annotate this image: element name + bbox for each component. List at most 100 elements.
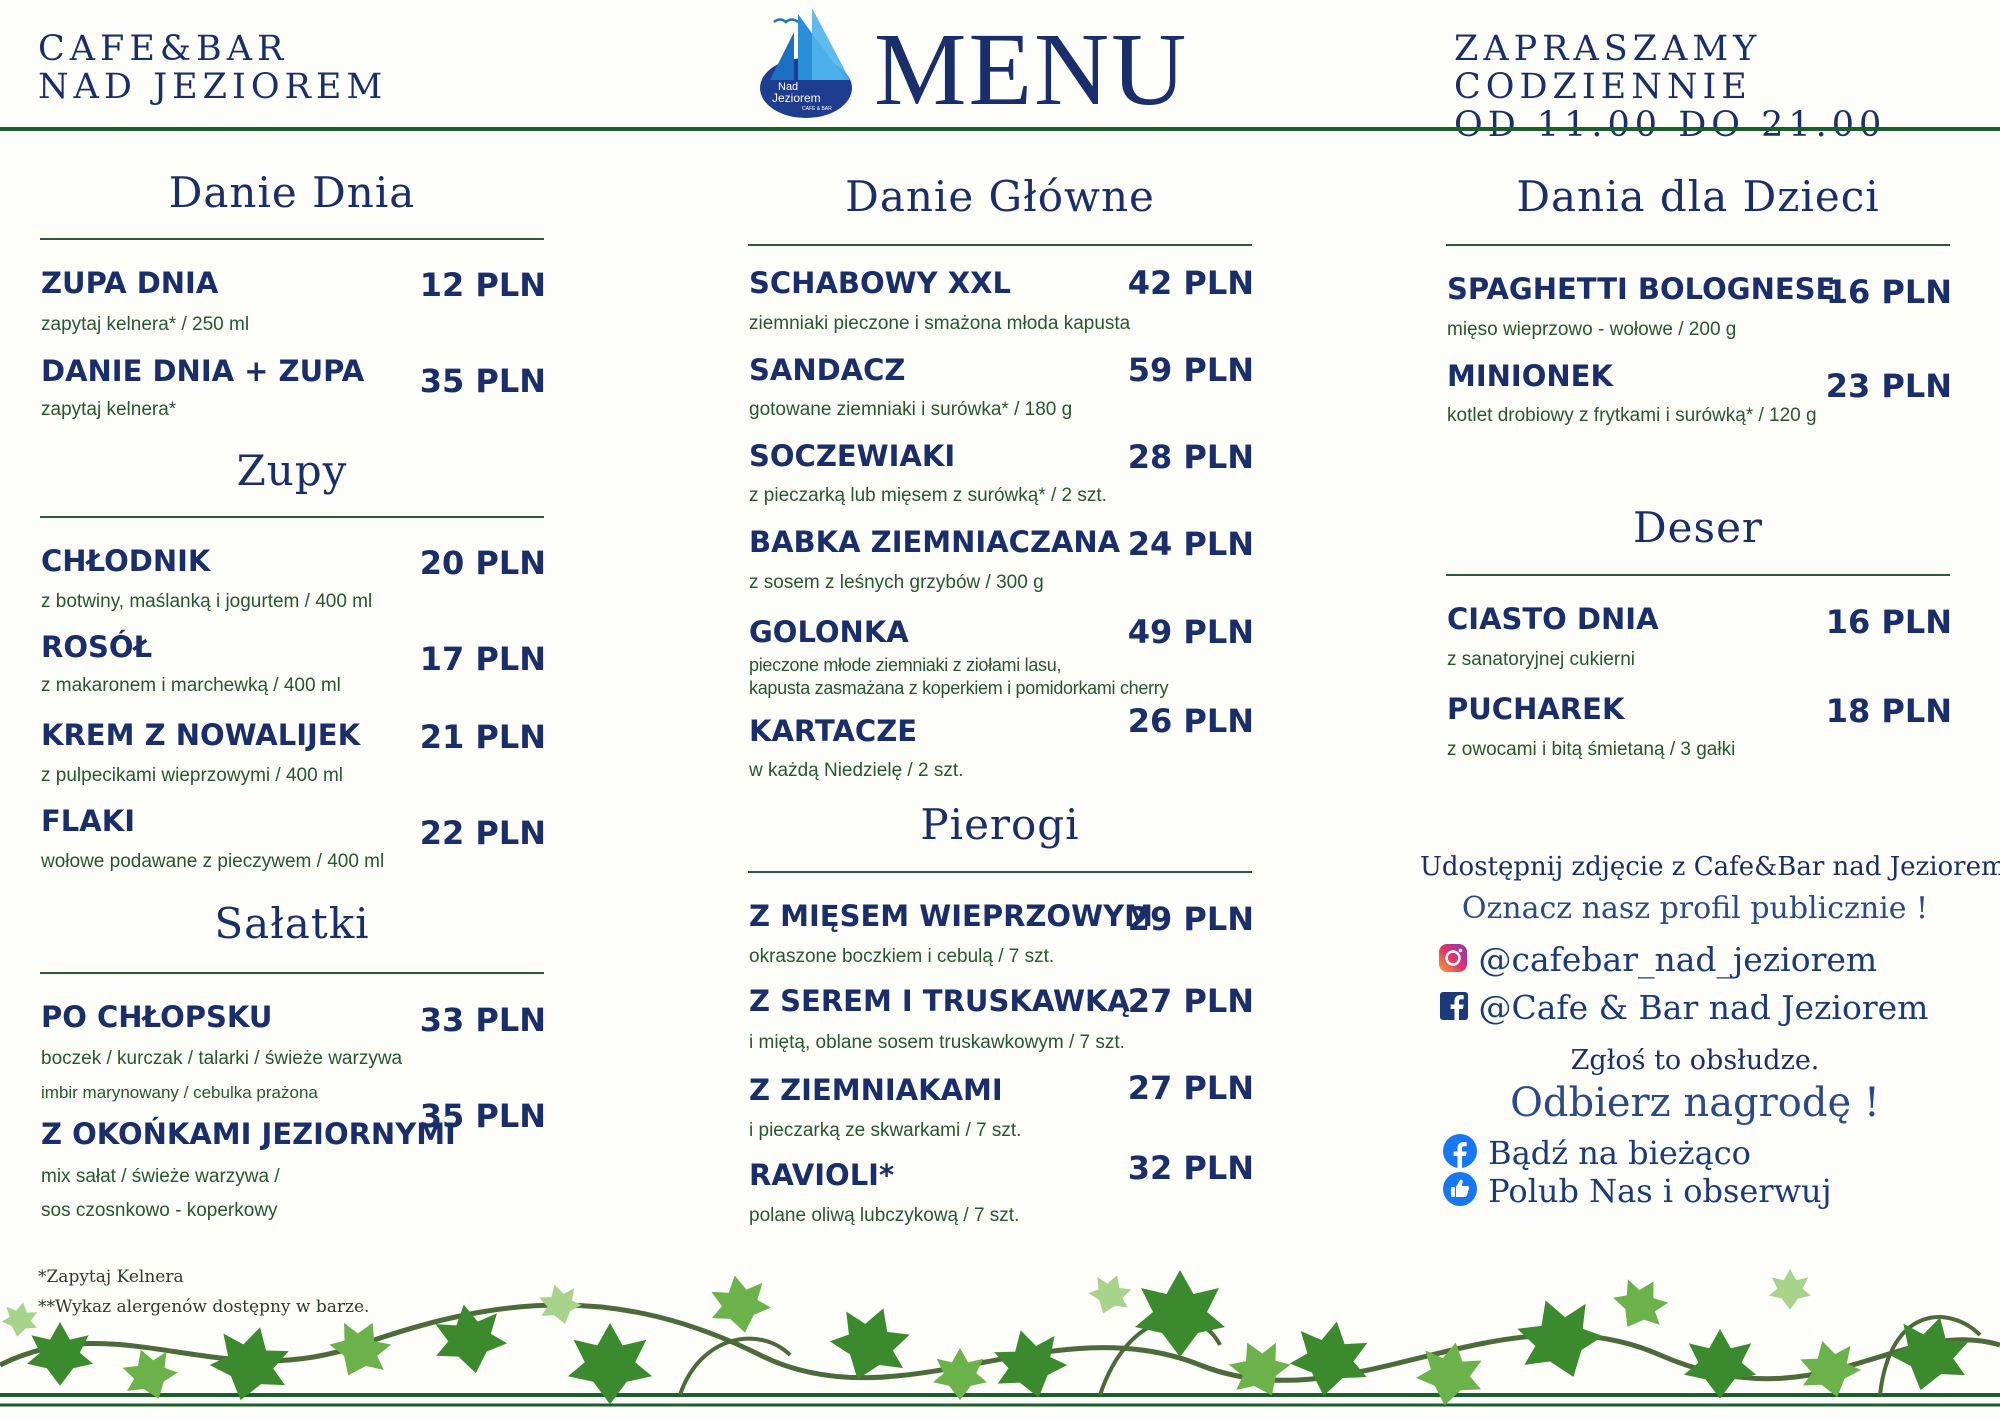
menu-item-price: 35 PLN (419, 362, 546, 400)
menu-item-price: 26 PLN (1127, 702, 1254, 740)
logo-text-2: Jeziorem (772, 91, 821, 105)
menu-item-name: RAVIOLI* (749, 1158, 895, 1192)
facebook-icon (1442, 1133, 1478, 1177)
menu-item-price: 49 PLN (1127, 613, 1254, 651)
menu-item-desc: mięso wieprzowo - wołowe / 200 g (1447, 319, 1737, 340)
menu-item-name: Z SEREM I TRUSKAWKĄ (749, 984, 1130, 1018)
menu-item-desc: i miętą, oblane sosem truskawkowym / 7 s… (749, 1032, 1125, 1053)
promo-report-text: Zgłoś to obsłudze. (1570, 1045, 1820, 1076)
header-divider (0, 127, 2000, 131)
facebook-handle-text: @Cafe & Bar nad Jeziorem (1478, 988, 1929, 1027)
instagram-icon (1438, 942, 1468, 981)
menu-item-name: SCHABOWY XXL (749, 266, 1011, 300)
logo-text-1: Nad (778, 81, 798, 93)
menu-item-desc: wołowe podawane z pieczywem / 400 ml (41, 851, 385, 872)
menu-item-price: 27 PLN (1127, 982, 1254, 1020)
menu-item-price: 59 PLN (1127, 351, 1254, 389)
menu-item-desc: zapytaj kelnera* / 250 ml (41, 314, 250, 335)
menu-item-price: 16 PLN (1825, 603, 1952, 641)
brand-name: CAFE&BAR NAD JEZIOREM (38, 30, 387, 106)
menu-item-name: PUCHAREK (1447, 692, 1625, 726)
brand-line-2: NAD JEZIOREM (38, 67, 388, 107)
menu-item-name: FLAKI (41, 804, 135, 838)
footnote-2: **Wykaz alergenów dostępny w barze. (38, 1297, 370, 1317)
promo-tag-text: Oznacz nasz profil publicznie ! (1461, 891, 1929, 926)
menu-item-name: MINIONEK (1447, 359, 1613, 393)
menu-item-desc: polane oliwą lubczykową / 7 szt. (749, 1205, 1020, 1226)
menu-item-price: 32 PLN (1127, 1149, 1254, 1187)
menu-item-name: CHŁODNIK (41, 544, 211, 578)
menu-item-price: 42 PLN (1127, 264, 1254, 302)
section-divider (40, 516, 544, 518)
section-heading-dzieci: Dania dla Dzieci (1516, 172, 1880, 221)
menu-item-price: 24 PLN (1127, 525, 1254, 563)
menu-item-desc: w każdą Niedzielę / 2 szt. (749, 760, 964, 781)
section-heading-pierogi: Pierogi (920, 800, 1080, 849)
menu-item-price: 22 PLN (419, 814, 546, 852)
menu-item-price: 35 PLN (419, 1097, 546, 1135)
section-divider (1446, 574, 1950, 576)
menu-item-name: ZUPA DNIA (41, 266, 219, 300)
ivy-decoration (0, 1245, 2000, 1414)
follow-facebook[interactable]: Bądź na bieżąco (1442, 1133, 1751, 1177)
logo-text-3: CAFE & BAR (802, 106, 832, 112)
sailboat-logo: Nad Jeziorem CAFE & BAR (758, 6, 854, 118)
menu-item-price: 16 PLN (1825, 273, 1952, 311)
section-heading-danie-glowne: Danie Główne (845, 172, 1155, 221)
menu-item-desc: z botwiny, maślanką i jogurtem / 400 ml (41, 591, 373, 612)
menu-item-desc: kotlet drobiowy z frytkami i surówką* / … (1447, 405, 1817, 426)
menu-item-name: KREM Z NOWALIJEK (41, 718, 361, 752)
thumbs-up-icon (1442, 1171, 1478, 1215)
section-heading-salatki: Sałatki (214, 899, 370, 948)
follow-text-1: Bądź na bieżąco (1488, 1134, 1751, 1172)
menu-item-name: GOLONKA (749, 615, 909, 649)
section-divider (1446, 244, 1950, 246)
menu-item-price: 27 PLN (1127, 1069, 1254, 1107)
menu-item-desc-extra: sos czosnkowo - koperkowy (41, 1200, 278, 1221)
section-divider (40, 238, 544, 240)
menu-item-name: Z ZIEMNIAKAMI (749, 1073, 1003, 1107)
menu-item-name: SPAGHETTI BOLOGNESE (1447, 272, 1836, 306)
menu-item-desc: z owocami i bitą śmietaną / 3 gałki (1447, 739, 1736, 760)
menu-item-price: 23 PLN (1825, 367, 1952, 405)
menu-item-name: ROSÓŁ (41, 630, 153, 664)
menu-item-name: BABKA ZIEMNIACZANA (749, 525, 1121, 559)
menu-item-name: PO CHŁOPSKU (41, 1000, 273, 1034)
menu-item-desc: z pulpecikami wieprzowymi / 400 ml (41, 765, 343, 786)
menu-item-price: 17 PLN (419, 640, 546, 678)
instagram-handle[interactable]: @cafebar_nad_jeziorem (1438, 940, 1877, 981)
menu-item-name: SOCZEWIAKI (749, 439, 956, 473)
section-divider (748, 244, 1252, 246)
menu-item-desc: ziemniaki pieczone i smażona młoda kapus… (749, 313, 1131, 334)
menu-item-name: DANIE DNIA + ZUPA (41, 354, 365, 388)
menu-item-name: Z OKOŃKAMI JEZIORNYMI (41, 1117, 456, 1151)
opening-hours: ZAPRASZAMY CODZIENNIE OD 11.00 DO 21.00 (1454, 30, 2000, 144)
promo-reward-text: Odbierz nagrodę ! (1510, 1080, 1880, 1126)
menu-item-desc: gotowane ziemniaki i surówka* / 180 g (749, 399, 1073, 420)
page-title: MENU (874, 12, 1189, 127)
facebook-handle[interactable]: @Cafe & Bar nad Jeziorem (1440, 988, 1928, 1029)
menu-item-price: 28 PLN (1127, 438, 1254, 476)
menu-item-name: SANDACZ (749, 353, 906, 387)
menu-item-desc: pieczone młode ziemniaki z ziołami lasu,… (749, 655, 1169, 698)
menu-item-price: 20 PLN (419, 544, 546, 582)
section-heading-danie-dnia: Danie Dnia (168, 168, 416, 217)
menu-item-desc: okraszone boczkiem i cebulą / 7 szt. (749, 946, 1055, 967)
menu-item-price: 12 PLN (419, 266, 546, 304)
menu-item-desc-extra: imbir marynowany / cebulka prażona (41, 1083, 318, 1102)
like-page[interactable]: Polub Nas i obserwuj (1442, 1171, 1832, 1215)
section-divider (748, 871, 1252, 873)
menu-item-desc: z makaronem i marchewką / 400 ml (41, 675, 341, 696)
follow-text-2: Polub Nas i obserwuj (1488, 1172, 1832, 1210)
footnote-1: *Zapytaj Kelnera (38, 1267, 184, 1287)
section-divider (40, 972, 544, 974)
promo-share-text: Udostępnij zdjęcie z Cafe&Bar nad Jezior… (1420, 852, 2000, 882)
menu-item-desc: boczek / kurczak / talarki / świeże warz… (41, 1048, 403, 1069)
section-heading-deser: Deser (1632, 503, 1763, 552)
menu-item-price: 29 PLN (1127, 900, 1254, 938)
menu-item-name: KARTACZE (749, 714, 918, 748)
menu-item-name: CIASTO DNIA (1447, 602, 1659, 636)
menu-item-desc: i pieczarką ze skwarkami / 7 szt. (749, 1120, 1022, 1141)
menu-item-desc: zapytaj kelnera* (41, 399, 177, 420)
menu-item-price: 33 PLN (419, 1001, 546, 1039)
